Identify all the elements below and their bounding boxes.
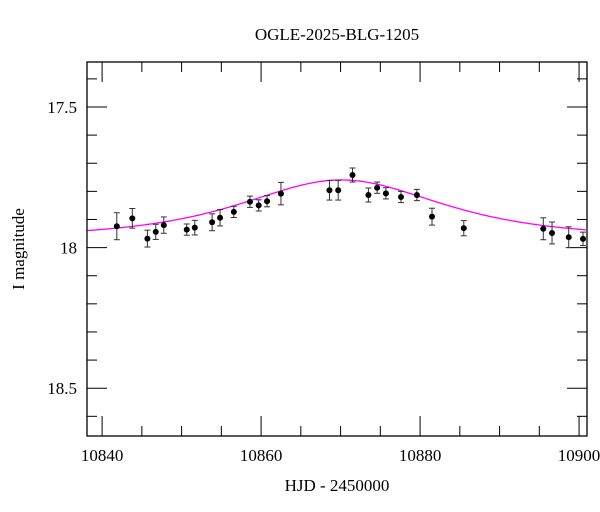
point-marker	[580, 235, 587, 242]
point-marker	[428, 213, 435, 220]
point-marker	[129, 215, 136, 222]
point-marker	[209, 219, 216, 226]
point-marker	[191, 224, 198, 231]
data-point	[255, 199, 262, 212]
point-marker	[413, 192, 420, 199]
data-point	[246, 195, 253, 208]
data-point	[264, 195, 271, 208]
point-marker	[230, 208, 237, 215]
point-marker	[460, 225, 467, 232]
data-point	[217, 209, 224, 227]
x-tick-label: 10860	[240, 446, 283, 465]
data-point	[460, 220, 467, 237]
data-point	[335, 179, 342, 201]
x-axis-label: HJD - 2450000	[285, 476, 390, 495]
y-axis-label: I magnitude	[9, 208, 28, 290]
data-point	[183, 223, 190, 236]
data-point	[382, 187, 389, 200]
point-marker	[277, 190, 284, 197]
y-tick-label: 18.5	[47, 379, 77, 398]
point-marker	[152, 228, 159, 235]
point-marker	[255, 202, 262, 209]
y-tick-label: 18	[60, 239, 77, 258]
point-marker	[382, 190, 389, 197]
data-point	[160, 216, 167, 234]
point-marker	[349, 172, 356, 179]
data-point	[191, 219, 198, 236]
point-marker	[374, 184, 381, 191]
x-tick-labels: 10840 10860 10880 10900	[81, 446, 600, 465]
data-point	[365, 187, 372, 203]
point-marker	[540, 225, 547, 232]
point-marker	[565, 234, 572, 241]
chart-title: OGLE-2025-BLG-1205	[255, 25, 419, 44]
data-point	[129, 208, 136, 229]
data-point	[152, 223, 159, 240]
data-point	[349, 167, 356, 183]
data-point	[580, 231, 587, 247]
data-point	[413, 188, 420, 202]
point-marker	[549, 229, 556, 236]
point-marker	[144, 235, 151, 242]
point-marker	[217, 214, 224, 221]
x-tick-label: 10900	[558, 446, 600, 465]
point-marker	[365, 192, 372, 199]
data-point	[374, 181, 381, 194]
point-marker	[113, 223, 120, 230]
data-points	[113, 167, 587, 249]
x-tick-label: 10880	[399, 446, 442, 465]
data-point	[565, 226, 572, 249]
data-point	[397, 190, 404, 204]
data-point	[549, 221, 556, 245]
data-point	[144, 229, 151, 248]
point-marker	[183, 226, 190, 233]
point-marker	[397, 193, 404, 200]
y-tick-labels: 17.5 18 18.5	[47, 98, 77, 398]
data-point	[540, 217, 547, 241]
data-point	[209, 213, 216, 232]
point-marker	[160, 222, 167, 229]
axis-ticks	[87, 62, 587, 436]
x-tick-label: 10840	[81, 446, 124, 465]
point-marker	[246, 198, 253, 205]
y-tick-label: 17.5	[47, 98, 77, 117]
data-point	[428, 207, 435, 226]
data-point	[113, 212, 120, 241]
point-marker	[335, 187, 342, 194]
data-point	[277, 181, 284, 206]
plot-frame	[86, 61, 588, 437]
data-point	[326, 179, 333, 201]
point-marker	[326, 187, 333, 194]
point-marker	[264, 198, 271, 205]
data-point	[230, 205, 237, 219]
